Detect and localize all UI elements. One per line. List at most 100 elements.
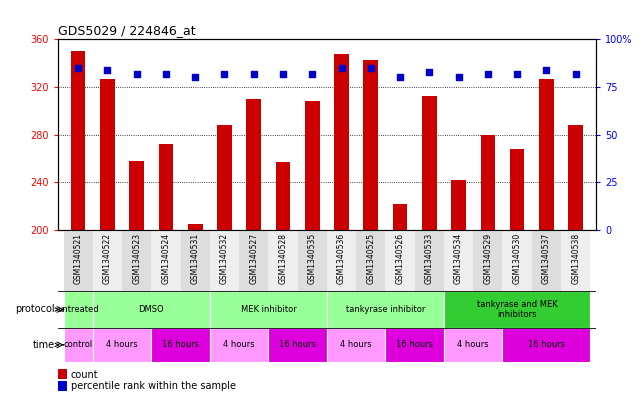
Text: GSM1340529: GSM1340529 (483, 233, 492, 284)
Text: GSM1340533: GSM1340533 (425, 233, 434, 284)
Bar (122, 230, 151, 291)
Bar (210, 291, 327, 328)
Text: GSM1340531: GSM1340531 (191, 233, 200, 284)
Point (570, 70, 581, 77)
Bar (63, 291, 93, 328)
Text: control: control (63, 340, 93, 349)
Point (249, 70, 259, 77)
Bar (363, 60, 378, 230)
Point (219, 70, 229, 77)
Bar (129, 161, 144, 230)
Text: 4 hours: 4 hours (340, 340, 372, 349)
Bar (327, 328, 385, 362)
Bar (269, 328, 327, 362)
Text: GSM1340536: GSM1340536 (337, 233, 346, 284)
Bar (422, 96, 437, 230)
Bar (63, 328, 93, 362)
Bar (181, 230, 210, 291)
Point (190, 74, 201, 81)
Point (278, 70, 288, 77)
Text: GSM1340522: GSM1340522 (103, 233, 112, 284)
Text: 16 hours: 16 hours (162, 340, 199, 349)
Text: GDS5029 / 224846_at: GDS5029 / 224846_at (58, 24, 196, 37)
Text: GSM1340525: GSM1340525 (366, 233, 375, 284)
Text: DMSO: DMSO (138, 305, 164, 314)
Bar (503, 230, 532, 291)
Bar (100, 79, 115, 230)
Text: 16 hours: 16 hours (396, 340, 433, 349)
Bar (444, 291, 590, 328)
Bar (561, 230, 590, 291)
Bar (451, 180, 466, 230)
Point (337, 65, 347, 71)
Point (483, 70, 493, 77)
Text: GSM1340537: GSM1340537 (542, 233, 551, 284)
Text: GSM1340530: GSM1340530 (513, 233, 522, 284)
Text: 16 hours: 16 hours (279, 340, 316, 349)
Bar (188, 224, 203, 230)
Text: tankyrase and MEK
inhibitors: tankyrase and MEK inhibitors (477, 300, 558, 319)
Text: GSM1340528: GSM1340528 (279, 233, 288, 284)
Bar (246, 99, 261, 230)
Bar (63, 230, 93, 291)
Bar (510, 149, 524, 230)
Bar (334, 53, 349, 230)
Text: untreated: untreated (57, 305, 99, 314)
Text: percentile rank within the sample: percentile rank within the sample (71, 381, 235, 391)
Bar (269, 230, 297, 291)
Text: 4 hours: 4 hours (458, 340, 489, 349)
Bar (444, 328, 503, 362)
Bar (210, 230, 239, 291)
Bar (473, 230, 503, 291)
Bar (239, 230, 269, 291)
Bar (569, 125, 583, 230)
Text: GSM1340523: GSM1340523 (132, 233, 141, 284)
Point (161, 70, 171, 77)
Bar (327, 230, 356, 291)
Point (307, 70, 317, 77)
Bar (539, 79, 554, 230)
Bar (276, 162, 290, 230)
Text: GSM1340534: GSM1340534 (454, 233, 463, 284)
Bar (415, 230, 444, 291)
Point (453, 74, 463, 81)
Bar (159, 144, 173, 230)
Bar (393, 204, 408, 230)
Point (103, 67, 113, 73)
Text: GSM1340521: GSM1340521 (74, 233, 83, 284)
Bar (481, 134, 495, 230)
Bar (151, 328, 210, 362)
Point (131, 70, 142, 77)
Bar (385, 230, 415, 291)
Text: GSM1340526: GSM1340526 (395, 233, 404, 284)
Bar (444, 230, 473, 291)
Bar (305, 101, 320, 230)
Bar (385, 328, 444, 362)
Bar (327, 291, 444, 328)
Point (512, 70, 522, 77)
Text: GSM1340527: GSM1340527 (249, 233, 258, 284)
Point (424, 68, 435, 75)
Bar (503, 328, 590, 362)
Bar (217, 125, 232, 230)
Text: time: time (32, 340, 54, 350)
Text: 4 hours: 4 hours (106, 340, 138, 349)
Point (395, 74, 405, 81)
Text: tankyrase inhibitor: tankyrase inhibitor (345, 305, 425, 314)
Point (541, 67, 551, 73)
Bar (71, 51, 85, 230)
Text: MEK inhibitor: MEK inhibitor (240, 305, 296, 314)
Bar (356, 230, 385, 291)
Point (73, 65, 83, 71)
Text: GSM1340532: GSM1340532 (220, 233, 229, 284)
Text: GSM1340535: GSM1340535 (308, 233, 317, 284)
Text: count: count (71, 369, 98, 380)
Bar (93, 291, 210, 328)
Bar (93, 328, 151, 362)
Bar (210, 328, 269, 362)
Bar (93, 230, 122, 291)
Bar (297, 230, 327, 291)
Text: GSM1340538: GSM1340538 (571, 233, 580, 284)
Bar (151, 230, 181, 291)
Text: 16 hours: 16 hours (528, 340, 565, 349)
